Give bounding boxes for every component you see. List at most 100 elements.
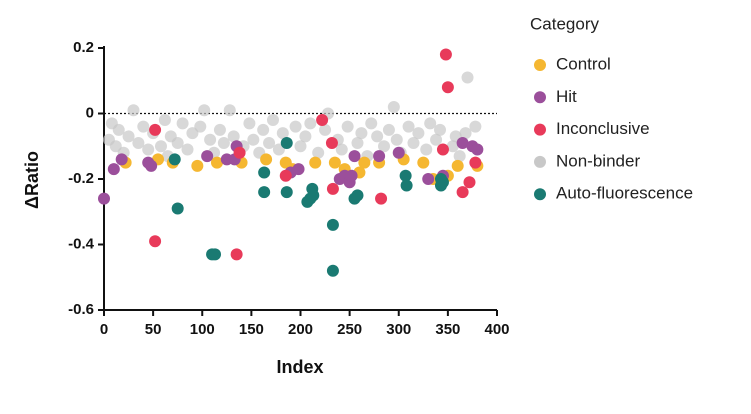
legend-label: Non-binder <box>556 151 640 170</box>
point <box>149 123 162 136</box>
point <box>247 133 260 146</box>
point <box>209 248 222 261</box>
point <box>378 140 391 153</box>
legend-label: Hit <box>556 87 577 106</box>
point <box>430 133 443 146</box>
point <box>341 120 354 133</box>
point <box>387 100 400 113</box>
x-tick-label: 150 <box>239 321 264 338</box>
legend-marker <box>534 91 546 104</box>
legend-marker <box>534 155 546 168</box>
point <box>154 140 167 153</box>
point <box>115 153 128 166</box>
point <box>227 130 240 143</box>
point <box>299 130 312 143</box>
point <box>382 123 395 136</box>
point <box>459 127 472 140</box>
point <box>412 127 425 140</box>
point <box>292 163 305 176</box>
point <box>417 156 430 169</box>
legend-label: Auto-fluorescence <box>556 184 693 203</box>
point <box>127 104 140 117</box>
point <box>223 104 236 117</box>
point <box>461 71 474 84</box>
point <box>471 143 484 156</box>
point <box>453 150 466 163</box>
point <box>266 114 279 127</box>
point <box>348 150 361 163</box>
point <box>463 176 476 189</box>
point <box>279 169 292 182</box>
point <box>137 120 150 133</box>
point <box>420 143 433 156</box>
point <box>272 143 285 156</box>
point <box>390 133 403 146</box>
point <box>307 189 320 202</box>
point <box>258 186 271 199</box>
point <box>198 104 211 117</box>
point <box>424 117 437 130</box>
point <box>98 192 110 205</box>
legend-marker <box>534 188 546 201</box>
point <box>171 136 184 149</box>
legend-marker <box>534 123 546 136</box>
point <box>358 156 371 169</box>
point <box>194 120 207 133</box>
y-tick-label: 0.2 <box>73 39 94 56</box>
point <box>142 143 155 156</box>
point <box>373 150 386 163</box>
point <box>304 117 317 130</box>
x-tick-label: 250 <box>337 321 362 338</box>
point <box>328 156 341 169</box>
point <box>326 182 339 195</box>
point <box>469 156 482 169</box>
point <box>233 146 246 159</box>
point <box>191 159 204 172</box>
point <box>122 130 135 143</box>
point <box>326 264 339 277</box>
point <box>345 169 358 182</box>
point <box>257 123 270 136</box>
x-tick-label: 50 <box>145 321 162 338</box>
y-axis-label: ΔRatio <box>22 151 42 209</box>
point <box>309 156 322 169</box>
point <box>276 127 289 140</box>
point <box>217 136 230 149</box>
point <box>168 153 181 166</box>
point <box>210 156 223 169</box>
y-tick-label: -0.6 <box>68 301 94 318</box>
point <box>230 248 243 261</box>
point <box>243 117 256 130</box>
point <box>107 163 120 176</box>
point <box>181 143 194 156</box>
point <box>325 136 338 149</box>
point <box>436 176 449 189</box>
point <box>355 127 368 140</box>
legend-label: Inconclusive <box>556 119 650 138</box>
x-tick-label: 100 <box>190 321 215 338</box>
point <box>392 146 405 159</box>
point <box>469 120 482 133</box>
point <box>441 81 454 94</box>
point <box>439 48 452 61</box>
point <box>351 136 364 149</box>
point <box>289 120 302 133</box>
point <box>158 114 171 127</box>
point <box>402 120 415 133</box>
point <box>371 130 384 143</box>
point <box>132 136 145 149</box>
point <box>260 153 273 166</box>
point <box>171 202 184 215</box>
point <box>365 117 378 130</box>
point <box>280 136 293 149</box>
point <box>400 179 413 192</box>
point <box>434 123 447 136</box>
point <box>399 169 412 182</box>
x-tick-label: 0 <box>100 321 108 338</box>
point <box>258 166 271 179</box>
point <box>436 143 449 156</box>
point <box>446 140 459 153</box>
x-tick-label: 350 <box>435 321 460 338</box>
point <box>213 123 226 136</box>
